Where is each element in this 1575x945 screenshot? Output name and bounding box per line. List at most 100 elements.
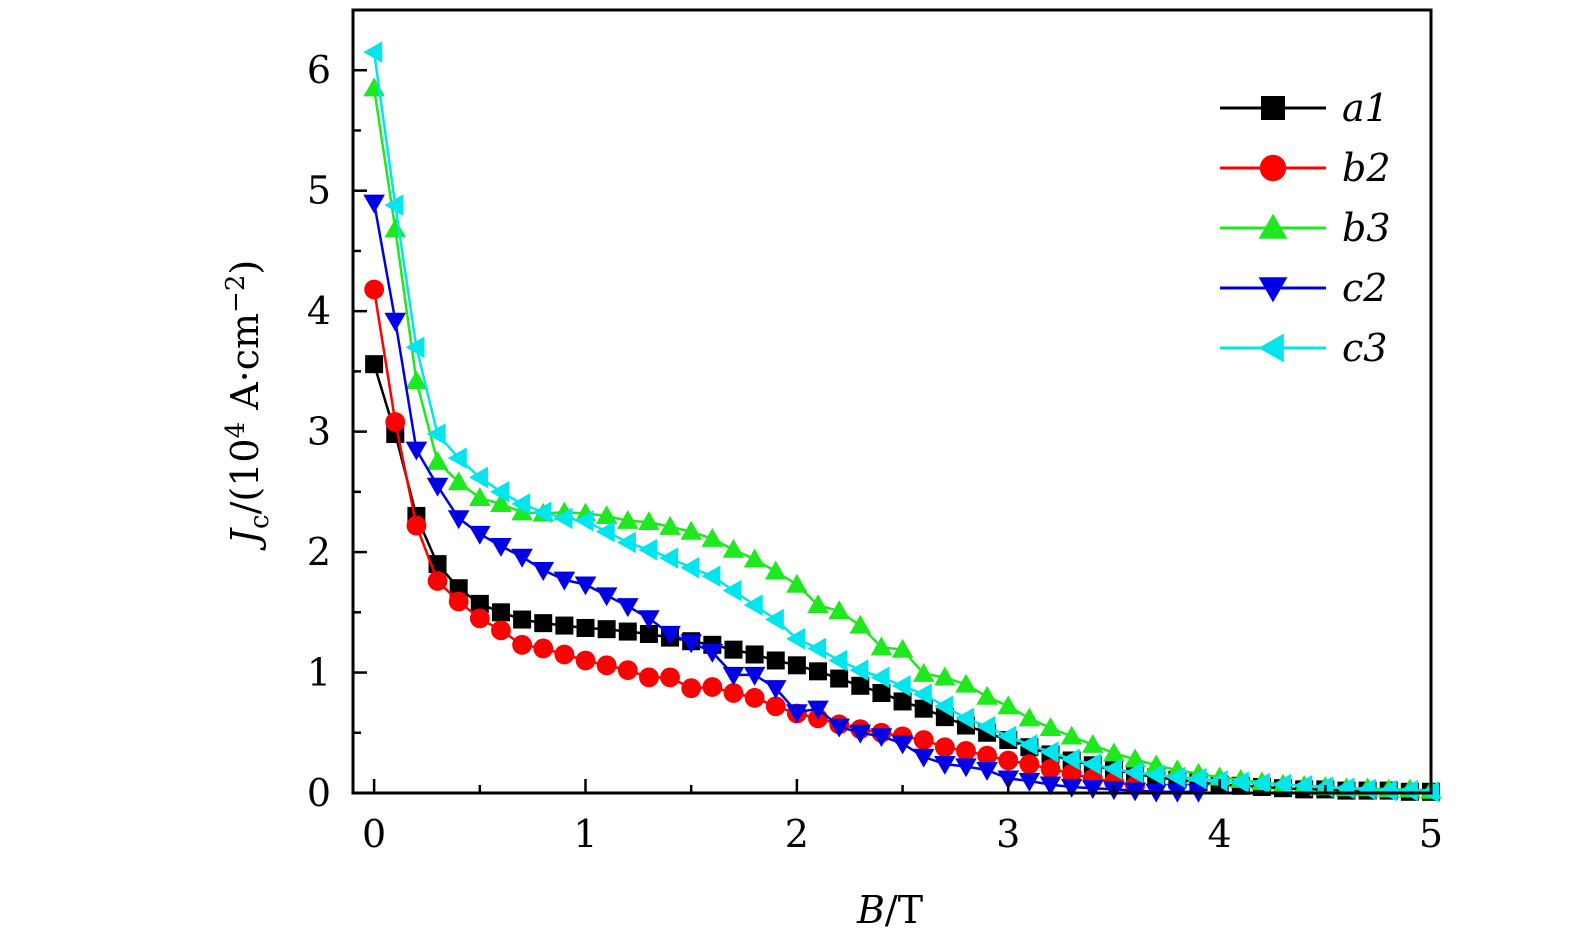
data-point-b2 [385, 412, 406, 432]
series-c2 [363, 194, 1210, 803]
data-point-b3 [1018, 707, 1041, 727]
data-point-c2 [490, 537, 512, 557]
data-point-b3 [447, 471, 470, 491]
data-point-b3 [891, 638, 914, 658]
data-point-c3 [1060, 748, 1080, 771]
data-point-c3 [1103, 758, 1123, 780]
data-point-a1 [787, 656, 806, 675]
x-axis-title: B/T [856, 888, 923, 932]
y-tick-label: 3 [307, 410, 331, 454]
data-point-b3 [616, 509, 639, 529]
data-point-a1 [576, 618, 595, 637]
data-point-c3 [870, 666, 890, 689]
data-point-b3 [384, 218, 407, 238]
data-point-a1 [491, 603, 510, 622]
x-tick-label: 4 [1208, 812, 1232, 856]
data-point-b2 [934, 737, 955, 758]
data-point-c3 [426, 423, 446, 445]
legend-item-b2: b2 [1220, 146, 1391, 190]
data-point-c3 [659, 547, 679, 569]
data-point-b3 [764, 560, 787, 580]
plot-frame [351, 8, 1433, 795]
data-point-a1 [745, 645, 764, 664]
data-point-c3 [384, 194, 404, 216]
data-point-c2 [659, 625, 681, 645]
data-point-c3 [722, 579, 742, 602]
data-point-b3 [722, 538, 745, 558]
data-point-b3 [743, 548, 766, 568]
data-point-b2 [702, 677, 723, 697]
data-point-b3 [1060, 725, 1083, 745]
y-tick-label: 2 [307, 530, 331, 574]
data-point-c2 [511, 548, 533, 568]
data-point-c3 [701, 565, 721, 587]
data-point-a1 [809, 662, 828, 681]
data-point-a1 [365, 355, 384, 374]
data-point-b3 [1039, 717, 1062, 737]
data-point-c2 [1060, 778, 1083, 798]
data-point-b2 [406, 515, 427, 536]
data-point-a1 [639, 624, 658, 643]
data-point-c3 [574, 509, 594, 532]
data-point-b2 [998, 750, 1019, 771]
data-point-c3 [786, 628, 805, 650]
data-point-b3 [511, 501, 533, 521]
data-point-c2 [1018, 772, 1041, 792]
data-point-b2 [977, 745, 998, 766]
data-point-c3 [447, 447, 467, 469]
data-point-b2 [765, 696, 786, 717]
data-point-c3 [405, 336, 425, 359]
data-point-b3 [659, 515, 681, 535]
legend-label: c3 [1342, 326, 1387, 370]
data-point-c2 [870, 728, 893, 748]
data-point-c2 [363, 194, 385, 214]
data-point-c3 [807, 637, 827, 660]
data-point-b2 [723, 683, 744, 703]
data-point-c3 [976, 715, 996, 738]
data-point-c3 [1082, 753, 1101, 775]
data-point-b3 [912, 662, 935, 682]
data-point-c3 [1399, 779, 1418, 802]
data-point-c2 [955, 758, 977, 778]
y-tick-label: 5 [307, 169, 331, 213]
data-point-c3 [511, 493, 531, 515]
data-point-c2 [405, 441, 428, 461]
legend-marker [1258, 333, 1284, 363]
data-point-c3 [1039, 741, 1059, 763]
data-point-c2 [447, 510, 470, 530]
data-point-c3 [553, 507, 573, 530]
data-point-b3 [1082, 734, 1104, 753]
data-point-b3 [1103, 742, 1125, 762]
legend-marker [1258, 213, 1288, 239]
x-tick-label: 5 [1419, 812, 1443, 856]
data-point-b2 [1019, 754, 1040, 774]
data-point-c2 [786, 704, 808, 724]
data-point-c3 [1229, 771, 1249, 793]
data-point-b2 [956, 740, 976, 761]
y-tick-label: 1 [307, 651, 331, 695]
data-point-c2 [616, 598, 639, 618]
data-point-a1 [830, 669, 849, 688]
data-point-a1 [597, 620, 616, 639]
data-point-c2 [743, 666, 766, 686]
data-point-b2 [554, 644, 575, 665]
data-point-b3 [426, 450, 449, 470]
data-point-c3 [955, 707, 975, 730]
plot-marks [363, 41, 1442, 803]
data-point-c2 [701, 643, 724, 663]
legend-item-c3: c3 [1220, 326, 1387, 370]
data-point-c3 [1356, 778, 1376, 801]
data-point-b3 [490, 493, 512, 512]
data-point-a1 [914, 699, 933, 718]
data-point-c2 [1082, 780, 1104, 799]
data-point-c3 [1251, 772, 1271, 795]
y-tick-label: 6 [307, 48, 331, 92]
legend-label: b2 [1342, 146, 1391, 190]
data-point-c3 [764, 608, 784, 631]
data-point-c2 [680, 634, 702, 654]
data-point-b3 [976, 685, 998, 705]
data-point-c3 [1293, 774, 1313, 797]
data-point-c2 [849, 724, 872, 744]
data-point-c2 [553, 571, 576, 591]
